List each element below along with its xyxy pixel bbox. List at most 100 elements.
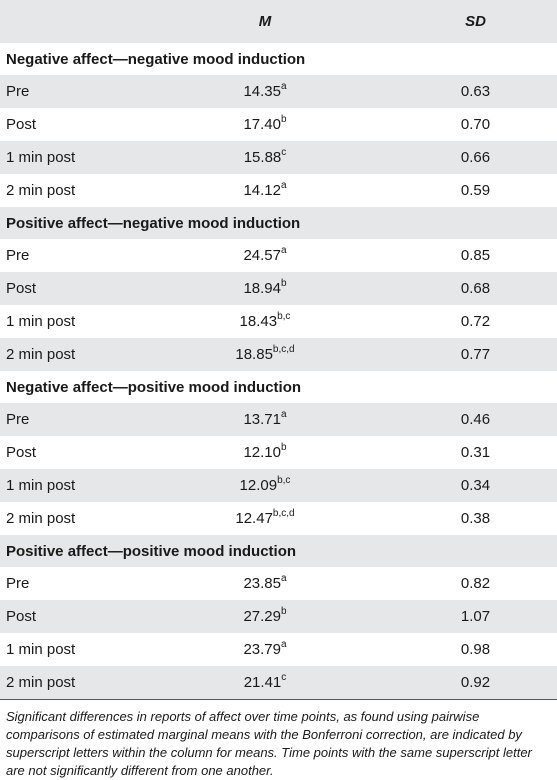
row-label: Post <box>6 444 37 461</box>
table-row: Pre 14.35a 0.63 <box>0 75 557 108</box>
row-sd: 0.38 <box>460 510 491 527</box>
row-mean: 24.57a <box>150 239 344 272</box>
row-label: 1 min post <box>6 313 76 330</box>
row-label: Pre <box>6 247 30 264</box>
row-sd: 0.70 <box>460 116 491 133</box>
mean-superscript: b,c <box>277 475 291 486</box>
row-sd: 1.07 <box>460 608 491 625</box>
row-sd: 0.63 <box>460 83 491 100</box>
row-label: Pre <box>6 83 30 100</box>
mean-superscript: a <box>280 180 287 191</box>
row-mean: 12.47b,c,d <box>150 502 344 535</box>
table-row: 2 min post 21.41c 0.92 <box>0 666 557 699</box>
row-mean: 23.79a <box>150 633 344 666</box>
mean-superscript: b,c,d <box>272 508 295 519</box>
table-row: Post 18.94b 0.68 <box>0 272 557 305</box>
mean-value: 12.47 <box>235 510 273 527</box>
row-mean: 23.85a <box>150 567 344 600</box>
section-title: Positive affect—positive mood induction <box>6 542 297 560</box>
row-sd: 0.31 <box>460 444 491 461</box>
row-mean: 14.35a <box>150 75 344 108</box>
row-sd: 0.98 <box>460 641 491 658</box>
affect-table: M SD Negative affect—negative mood induc… <box>0 0 557 699</box>
row-sd: 0.68 <box>460 280 491 297</box>
table-row: 2 min post 12.47b,c,d 0.38 <box>0 502 557 535</box>
mean-value: 14.12 <box>243 182 281 199</box>
row-mean: 15.88c <box>150 141 344 174</box>
row-sd: 0.82 <box>460 575 491 592</box>
section-title: Negative affect—negative mood induction <box>6 50 306 68</box>
table-row: Pre 24.57a 0.85 <box>0 239 557 272</box>
row-sd: 0.59 <box>460 182 491 199</box>
row-sd: 0.34 <box>460 477 491 494</box>
row-mean: 17.40b <box>150 108 344 141</box>
row-mean: 14.12a <box>150 174 344 207</box>
mean-value: 23.85 <box>243 575 281 592</box>
row-label: 2 min post <box>6 510 76 527</box>
mean-superscript: b <box>280 606 287 617</box>
mean-value: 14.35 <box>243 83 281 100</box>
row-label: 1 min post <box>6 149 76 166</box>
row-label: Post <box>6 608 37 625</box>
table-row: 1 min post 15.88c 0.66 <box>0 141 557 174</box>
header-sd: SD <box>465 13 486 30</box>
row-label: 2 min post <box>6 182 76 199</box>
table-row: 1 min post 23.79a 0.98 <box>0 633 557 666</box>
mean-superscript: c <box>281 147 287 158</box>
table-row: Post 17.40b 0.70 <box>0 108 557 141</box>
row-sd: 0.85 <box>460 247 491 264</box>
section-title-row: Positive affect—negative mood induction <box>0 207 557 239</box>
mean-value: 27.29 <box>243 608 281 625</box>
mean-value: 12.09 <box>239 477 278 494</box>
table-row: Pre 13.71a 0.46 <box>0 403 557 436</box>
row-label: Pre <box>6 575 30 592</box>
mean-value: 18.94 <box>243 280 281 297</box>
row-mean: 18.94b <box>150 272 344 305</box>
row-label: Post <box>6 116 37 133</box>
row-sd: 0.66 <box>460 149 491 166</box>
mean-superscript: a <box>280 245 287 256</box>
header-empty-cell <box>0 0 150 43</box>
section-title: Negative affect—positive mood induction <box>6 378 302 396</box>
mean-value: 12.10 <box>243 444 281 461</box>
mean-superscript: b,c,d <box>272 344 295 355</box>
row-label: 2 min post <box>6 346 76 363</box>
table-row: Post 27.29b 1.07 <box>0 600 557 633</box>
mean-value: 24.57 <box>243 247 281 264</box>
row-mean: 18.43b,c <box>150 305 344 338</box>
row-label: Post <box>6 280 37 297</box>
row-sd: 0.72 <box>460 313 491 330</box>
mean-superscript: a <box>280 573 287 584</box>
row-label: 2 min post <box>6 674 76 691</box>
mean-superscript: b <box>280 278 287 289</box>
row-mean: 21.41c <box>150 666 344 699</box>
row-sd: 0.77 <box>460 346 491 363</box>
mean-superscript: a <box>280 639 287 650</box>
mean-value: 18.85 <box>235 346 273 363</box>
row-sd: 0.92 <box>460 674 491 691</box>
mean-superscript: b <box>280 114 287 125</box>
table-row: Pre 23.85a 0.82 <box>0 567 557 600</box>
mean-superscript: b,c <box>277 311 291 322</box>
row-label: 1 min post <box>6 641 76 658</box>
mean-value: 17.40 <box>243 116 281 133</box>
mean-value: 15.88 <box>243 149 282 166</box>
mean-superscript: a <box>280 409 287 420</box>
row-mean: 27.29b <box>150 600 344 633</box>
section-title-row: Negative affect—negative mood induction <box>0 43 557 75</box>
table-row: 2 min post 14.12a 0.59 <box>0 174 557 207</box>
section-title-row: Negative affect—positive mood induction <box>0 371 557 403</box>
table-row: 2 min post 18.85b,c,d 0.77 <box>0 338 557 371</box>
row-mean: 13.71a <box>150 403 344 436</box>
mean-superscript: c <box>281 672 287 683</box>
table-row: Post 12.10b 0.31 <box>0 436 557 469</box>
row-mean: 12.10b <box>150 436 344 469</box>
table-row: 1 min post 18.43b,c 0.72 <box>0 305 557 338</box>
mean-value: 23.79 <box>243 641 281 658</box>
row-label: 1 min post <box>6 477 76 494</box>
row-label: Pre <box>6 411 30 428</box>
row-sd: 0.46 <box>460 411 491 428</box>
row-mean: 18.85b,c,d <box>150 338 344 371</box>
header-mean: M <box>258 13 272 30</box>
